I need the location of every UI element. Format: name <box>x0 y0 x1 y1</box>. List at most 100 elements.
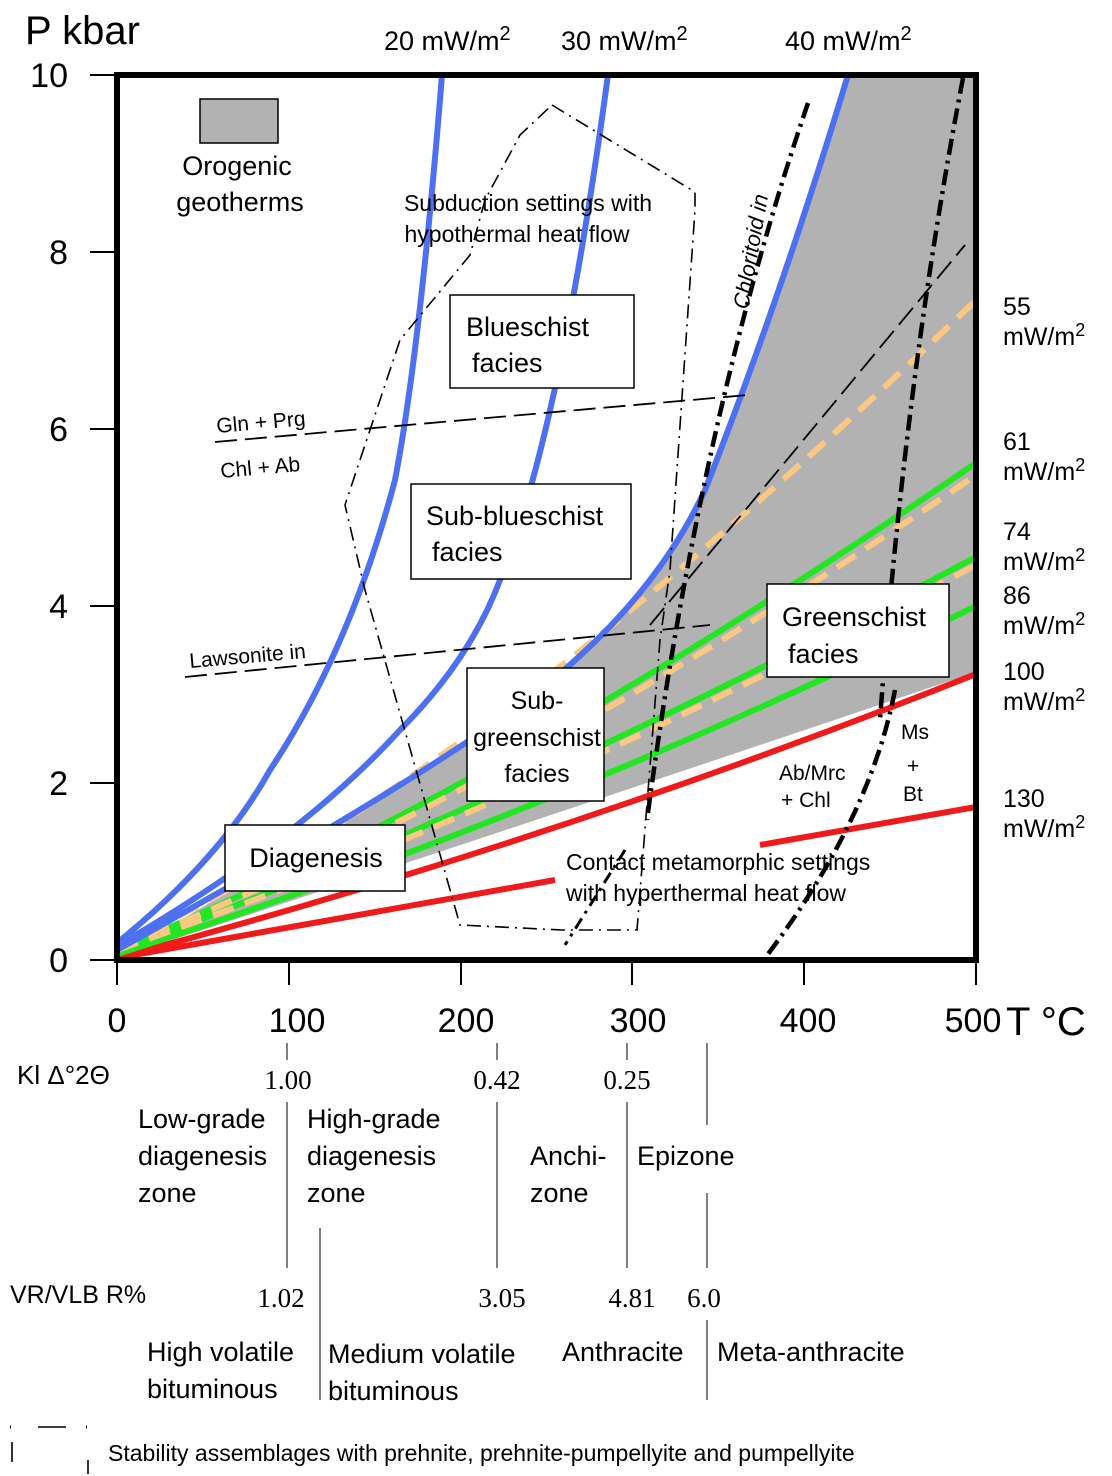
zone-label: zone <box>530 1178 589 1208</box>
geotherm-label-30: 30 mW/m2 <box>561 23 688 56</box>
zone-label: Epizone <box>637 1141 735 1171</box>
plot-frame <box>114 72 979 963</box>
y-tick-label: 10 <box>30 57 68 95</box>
subblueschist-facies-box <box>410 483 632 580</box>
geotherm-20 <box>117 75 445 946</box>
geotherm-label-20: 20 mW/m2 <box>384 23 511 56</box>
ms-bt-plus: + <box>907 755 919 778</box>
geotherm-130 <box>117 877 556 960</box>
subduction-settings-boundary <box>344 104 696 931</box>
geotherm-label-100-unit: mW/m2 <box>1003 685 1085 716</box>
chloritoid-label: Chloritoid in <box>728 192 773 311</box>
right-geotherm-labels: 55 mW/m2 61 mW/m2 74 mW/m2 86 mW/m2 100 … <box>1003 293 1085 843</box>
low-dashdot-tail <box>563 849 627 946</box>
footnote-text: Stability assemblages with prehnite, pre… <box>108 1440 855 1466</box>
geotherm-130-upper <box>759 804 976 848</box>
coal-rank-label: bituminous <box>147 1374 278 1404</box>
x-tick-label: 100 <box>269 1002 326 1040</box>
geotherm-label-55: 55 <box>1003 293 1031 321</box>
x-axis-ticks <box>116 960 977 985</box>
vr-value: 1.02 <box>257 1283 304 1313</box>
kl-value: 0.42 <box>473 1065 520 1095</box>
blueschist-facies-box <box>449 294 635 389</box>
geotherm-label-86: 86 <box>1003 582 1031 610</box>
y-tick-label: 0 <box>49 942 68 980</box>
vr-value: 4.81 <box>608 1283 655 1313</box>
coal-rank-label: Anthracite <box>562 1337 684 1367</box>
facies-label: facies <box>504 760 569 788</box>
vr-value: 6.0 <box>687 1283 721 1313</box>
facies-label: facies <box>472 348 543 378</box>
coal-rank-label: Meta-anthracite <box>717 1337 905 1367</box>
facies-label: Diagenesis <box>249 843 383 873</box>
orogenic-geotherm-region <box>117 75 976 958</box>
coal-rank-label: Medium volatile <box>328 1339 516 1369</box>
geotherm-label-74-unit: mW/m2 <box>1003 545 1085 576</box>
legend-label: geotherms <box>176 187 304 217</box>
y-tick-label: 4 <box>49 588 68 626</box>
prehnite-legend-symbol <box>10 1425 89 1474</box>
zone-label: Anchi- <box>530 1141 607 1171</box>
ms-bt-line <box>877 77 966 721</box>
kl-value: 0.25 <box>603 1065 650 1095</box>
zone-label: Low-grade <box>138 1104 266 1134</box>
y-tick-label: 2 <box>49 765 68 803</box>
lawsonite-in-line <box>184 624 711 678</box>
geotherm-label-61: 61 <box>1003 428 1031 456</box>
x-tick-label: 300 <box>610 1002 667 1040</box>
ab-mrc-label: Ab/Mrc <box>779 762 846 785</box>
ab-mrc-label: + Chl <box>781 789 831 812</box>
legend-swatch <box>199 98 279 144</box>
contact-metamorphic-label: Contact metamorphic settings <box>566 849 870 875</box>
diagenesis-box <box>224 824 406 892</box>
facies-label: facies <box>788 639 859 669</box>
chl-ab-label: Chl + Ab <box>219 453 301 483</box>
bt-label: Bt <box>903 783 923 806</box>
facies-label: facies <box>432 537 503 567</box>
geotherm-label-74: 74 <box>1003 518 1031 546</box>
geotherm-label-86-unit: mW/m2 <box>1003 609 1085 640</box>
coal-rank-label: bituminous <box>328 1376 459 1406</box>
subgreenschist-facies-box <box>466 667 605 802</box>
chloritoid-in-line <box>644 102 811 821</box>
zone-label: zone <box>307 1178 366 1208</box>
legend-label: Orogenic <box>182 151 292 181</box>
contact-metamorphic-label: with hyperthermal heat flow <box>565 880 846 906</box>
vr-scale-label: VR/VLB R% <box>10 1281 146 1309</box>
x-axis-title: T °C <box>1006 1000 1086 1044</box>
y-tick-label: 8 <box>49 234 68 272</box>
diagonal-dashed-line <box>649 244 966 626</box>
geotherm-label-61-unit: mW/m2 <box>1003 455 1085 486</box>
geotherm-label-100: 100 <box>1003 658 1045 686</box>
gln-prg-label: Gln + Prg <box>215 407 306 438</box>
top-geotherm-labels: 20 mW/m2 30 mW/m2 40 mW/m2 <box>384 23 912 56</box>
geotherm-label-130-unit: mW/m2 <box>1003 812 1085 843</box>
ms-label: Ms <box>901 721 929 744</box>
x-tick-label: 200 <box>438 1002 495 1040</box>
y-tick-label: 6 <box>49 411 68 449</box>
legend: Orogenic geotherms <box>176 98 304 217</box>
zone-label: zone <box>138 1178 197 1208</box>
kl-value: 1.00 <box>264 1065 311 1095</box>
geotherm-label-55-unit: mW/m2 <box>1003 320 1085 351</box>
x-tick-label: 500 <box>945 1002 1002 1040</box>
zone-label: diagenesis <box>307 1141 436 1171</box>
y-axis-title: P kbar <box>25 9 140 53</box>
subduction-label: Subduction settings with <box>404 190 652 216</box>
zone-label: High-grade <box>307 1104 441 1134</box>
facies-label: greenschist <box>473 724 601 752</box>
facies-label: Sub- <box>511 687 564 715</box>
x-tick-label: 400 <box>780 1002 837 1040</box>
facies-label: Greenschist <box>782 602 927 632</box>
lawsonite-label: Lawsonite in <box>188 640 306 673</box>
geotherm-label-40: 40 mW/m2 <box>785 23 912 56</box>
geotherm-100 <box>117 671 976 960</box>
subduction-label: hypothermal heat flow <box>404 221 629 247</box>
scale-dividers <box>286 1043 708 1400</box>
x-tick-label: 0 <box>108 1002 127 1040</box>
geotherm-label-130: 130 <box>1003 785 1045 813</box>
vr-value: 3.05 <box>478 1283 525 1313</box>
zone-label: diagenesis <box>138 1141 267 1171</box>
greenschist-facies-box <box>766 583 950 678</box>
